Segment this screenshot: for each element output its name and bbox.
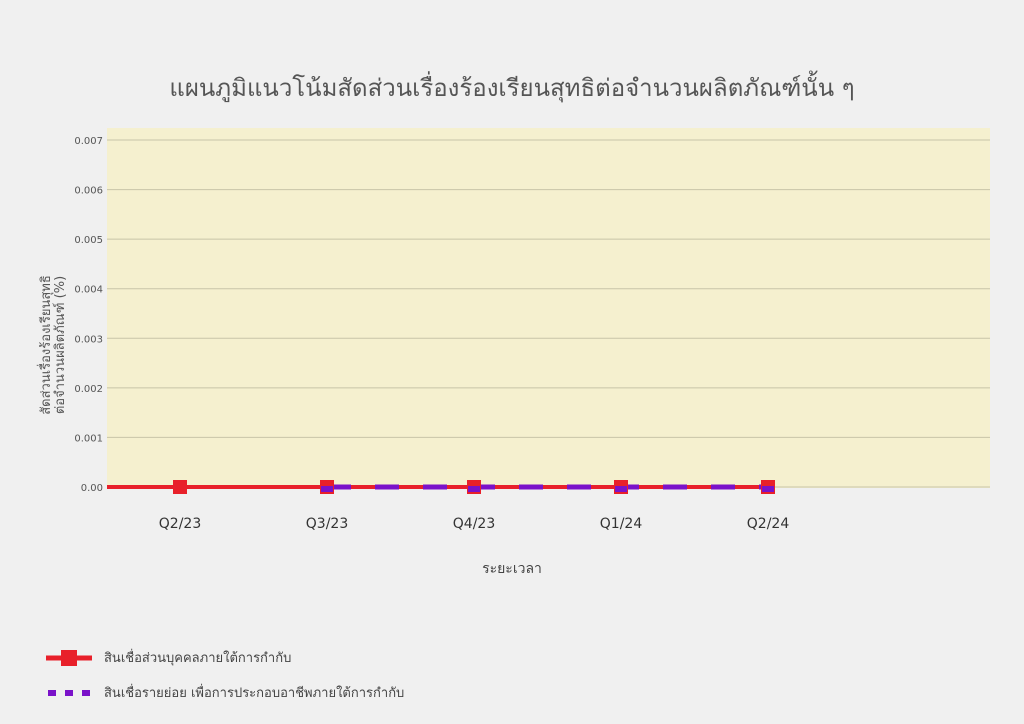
y-tick-label: 0.002 — [74, 384, 103, 395]
y-axis-label-line-1: สัดส่วนเรื่องร้องเรียนสุทธิ — [39, 275, 54, 415]
y-tick-label: 0.00 — [81, 483, 103, 494]
legend-item-micro-loan: สินเชื่อรายย่อย เพื่อการประกอบอาชีพภายใต… — [46, 682, 404, 703]
x-axis-label: ระยะเวลา — [482, 561, 542, 577]
x-tick-label: Q2/23 — [159, 516, 201, 532]
chart-title: แผนภูมิแนวโน้มสัดส่วนเรื่องร้องเรียนสุทธ… — [169, 74, 855, 102]
y-axis-label: สัดส่วนเรื่องร้องเรียนสุทธิ ต่อจำนวนผลิต… — [39, 275, 68, 415]
data-point-micro-loan — [615, 486, 627, 492]
data-point-micro-loan — [321, 486, 333, 492]
legend-item-personal-loan: สินเชื่อส่วนบุคคลภายใต้การกำกับ — [46, 647, 291, 668]
data-point-micro-loan — [762, 486, 774, 492]
y-tick-label: 0.004 — [74, 285, 103, 296]
x-tick-label: Q4/23 — [453, 516, 495, 532]
plot-area — [107, 128, 990, 488]
x-tick-label: Q3/23 — [306, 516, 348, 532]
legend-label: สินเชื่อส่วนบุคคลภายใต้การกำกับ — [104, 651, 292, 666]
y-tick-label: 0.001 — [74, 433, 103, 444]
data-point-personal-loan — [173, 480, 187, 494]
legend-marker-purple-icon — [48, 689, 90, 696]
x-tick-label: Q1/24 — [600, 516, 643, 532]
data-point-micro-loan — [468, 486, 480, 492]
y-tick-label: 0.005 — [74, 235, 103, 246]
y-tick-label: 0.007 — [74, 136, 103, 147]
x-tick-label: Q2/24 — [747, 516, 790, 532]
legend-marker-red-icon — [46, 649, 92, 666]
y-axis-label-line-2: ต่อจำนวนผลิตภัณฑ์ (%) — [53, 275, 68, 415]
y-tick-label: 0.003 — [74, 334, 103, 345]
legend-label: สินเชื่อรายย่อย เพื่อการประกอบอาชีพภายใต… — [104, 686, 405, 701]
y-tick-label: 0.006 — [74, 186, 103, 197]
